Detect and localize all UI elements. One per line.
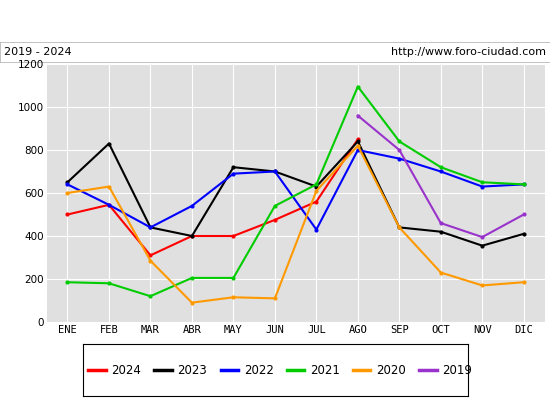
Text: http://www.foro-ciudad.com: http://www.foro-ciudad.com	[390, 47, 546, 57]
Text: 2019: 2019	[442, 364, 472, 376]
Text: 2021: 2021	[310, 364, 340, 376]
Text: 2020: 2020	[376, 364, 406, 376]
Text: 2023: 2023	[178, 364, 207, 376]
Text: 2022: 2022	[244, 364, 274, 376]
Text: 2019 - 2024: 2019 - 2024	[4, 47, 72, 57]
Text: Evolucion Nº Turistas Nacionales en el municipio de Corral de Calatrava: Evolucion Nº Turistas Nacionales en el m…	[26, 14, 524, 28]
Text: 2024: 2024	[111, 364, 141, 376]
